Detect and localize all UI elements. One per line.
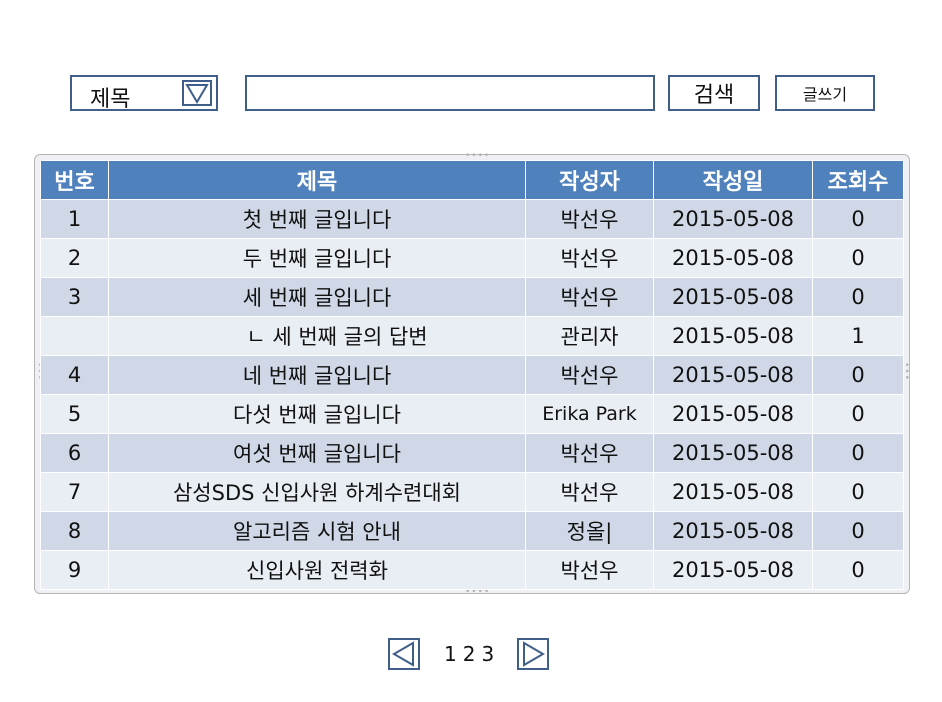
page-link-1[interactable]: 1 xyxy=(444,642,457,666)
next-page-button[interactable] xyxy=(517,638,549,670)
table-row[interactable]: 2 두 번째 글입니다 박선우 2015-05-08 0 xyxy=(40,238,904,278)
header-title[interactable]: 제목 xyxy=(108,160,526,200)
cell-title[interactable]: 신입사원 전력화 xyxy=(108,550,526,590)
cell-number: 6 xyxy=(40,433,109,473)
table-row[interactable]: 6 여섯 번째 글입니다 박선우 2015-05-08 0 xyxy=(40,433,904,473)
table-header-row: 번호 제목 작성자 작성일 조회수 xyxy=(40,160,904,200)
cell-author: 박선우 xyxy=(525,550,654,590)
cell-views: 0 xyxy=(812,199,904,239)
cell-title[interactable]: 여섯 번째 글입니다 xyxy=(108,433,526,473)
table-row[interactable]: 1 첫 번째 글입니다 박선우 2015-05-08 0 xyxy=(40,199,904,239)
board-table: 번호 제목 작성자 작성일 조회수 1 첫 번째 글입니다 박선우 2015-0… xyxy=(40,160,904,590)
resize-grip-top[interactable]: •••• xyxy=(465,151,491,161)
cell-views: 0 xyxy=(812,277,904,317)
cell-views: 0 xyxy=(812,433,904,473)
table-row[interactable]: 3 세 번째 글입니다 박선우 2015-05-08 0 xyxy=(40,277,904,317)
cell-author: 박선우 xyxy=(525,238,654,278)
cell-title[interactable]: 삼성SDS 신입사원 하계수련대회 xyxy=(108,472,526,512)
cell-date: 2015-05-08 xyxy=(653,511,813,551)
header-views[interactable]: 조회수 xyxy=(812,160,904,200)
table-row[interactable]: 5 다섯 번째 글입니다 Erika Park 2015-05-08 0 xyxy=(40,394,904,434)
cell-number: 4 xyxy=(40,355,109,395)
cell-views: 0 xyxy=(812,511,904,551)
cell-views: 0 xyxy=(812,394,904,434)
cell-date: 2015-05-08 xyxy=(653,238,813,278)
prev-page-button[interactable] xyxy=(388,638,420,670)
table-row-reply[interactable]: ㄴ 세 번째 글의 답변 관리자 2015-05-08 1 xyxy=(40,316,904,356)
cell-date: 2015-05-08 xyxy=(653,199,813,239)
cell-title[interactable]: 첫 번째 글입니다 xyxy=(108,199,526,239)
page-link-3[interactable]: 3 xyxy=(481,642,495,666)
cell-author: Erika Park xyxy=(525,394,654,434)
cell-date: 2015-05-08 xyxy=(653,472,813,512)
triangle-left-icon xyxy=(392,641,414,667)
cell-title[interactable]: 알고리즘 시험 안내 xyxy=(108,511,526,551)
cell-date: 2015-05-08 xyxy=(653,433,813,473)
table-row[interactable]: 4 네 번째 글입니다 박선우 2015-05-08 0 xyxy=(40,355,904,395)
cell-number: 2 xyxy=(40,238,109,278)
cell-title[interactable]: ㄴ 세 번째 글의 답변 xyxy=(108,316,526,356)
resize-grip-bottom[interactable]: •••• xyxy=(465,587,491,597)
cell-date: 2015-05-08 xyxy=(653,394,813,434)
cell-author: 정올| xyxy=(525,511,654,551)
cell-number: 5 xyxy=(40,394,109,434)
cell-number: 8 xyxy=(40,511,109,551)
cell-views: 0 xyxy=(812,550,904,590)
cell-author: 박선우 xyxy=(525,277,654,317)
write-post-button[interactable]: 글쓰기 xyxy=(775,75,875,111)
search-field-select[interactable]: 제목 xyxy=(70,75,218,112)
cell-author: 박선우 xyxy=(525,355,654,395)
table-row[interactable]: 9 신입사원 전력화 박선우 2015-05-08 0 xyxy=(40,550,904,590)
cell-date: 2015-05-08 xyxy=(653,316,813,356)
triangle-down-icon xyxy=(185,84,209,104)
cell-author: 박선우 xyxy=(525,472,654,512)
cell-number: 9 xyxy=(40,550,109,590)
cell-views: 0 xyxy=(812,472,904,512)
cell-number: 7 xyxy=(40,472,109,512)
cell-views: 1 xyxy=(812,316,904,356)
cell-date: 2015-05-08 xyxy=(653,277,813,317)
cell-author: 박선우 xyxy=(525,433,654,473)
cell-number: 3 xyxy=(40,277,109,317)
cell-number xyxy=(40,316,109,356)
cell-author: 박선우 xyxy=(525,199,654,239)
triangle-right-icon xyxy=(523,641,545,667)
search-field-selected-value: 제목 xyxy=(90,87,131,112)
header-date[interactable]: 작성일 xyxy=(653,160,813,200)
cell-author: 관리자 xyxy=(525,316,654,356)
page-link-2[interactable]: 2 xyxy=(462,642,476,666)
cell-views: 0 xyxy=(812,238,904,278)
cell-title[interactable]: 두 번째 글입니다 xyxy=(108,238,526,278)
search-input[interactable] xyxy=(245,75,655,111)
header-author[interactable]: 작성자 xyxy=(525,160,654,200)
table-row[interactable]: 8 알고리즘 시험 안내 정올| 2015-05-08 0 xyxy=(40,511,904,551)
table-row[interactable]: 7 삼성SDS 신입사원 하계수련대회 박선우 2015-05-08 0 xyxy=(40,472,904,512)
header-number[interactable]: 번호 xyxy=(40,160,109,200)
search-button[interactable]: 검색 xyxy=(668,75,760,111)
cell-title[interactable]: 세 번째 글입니다 xyxy=(108,277,526,317)
resize-grip-left[interactable]: ••• xyxy=(34,362,44,381)
cell-date: 2015-05-08 xyxy=(653,355,813,395)
cell-number: 1 xyxy=(40,199,109,239)
cell-title[interactable]: 네 번째 글입니다 xyxy=(108,355,526,395)
cell-title[interactable]: 다섯 번째 글입니다 xyxy=(108,394,526,434)
cell-views: 0 xyxy=(812,355,904,395)
resize-grip-right[interactable]: ••• xyxy=(901,362,911,381)
dropdown-toggle-button[interactable] xyxy=(182,80,212,106)
cell-date: 2015-05-08 xyxy=(653,550,813,590)
